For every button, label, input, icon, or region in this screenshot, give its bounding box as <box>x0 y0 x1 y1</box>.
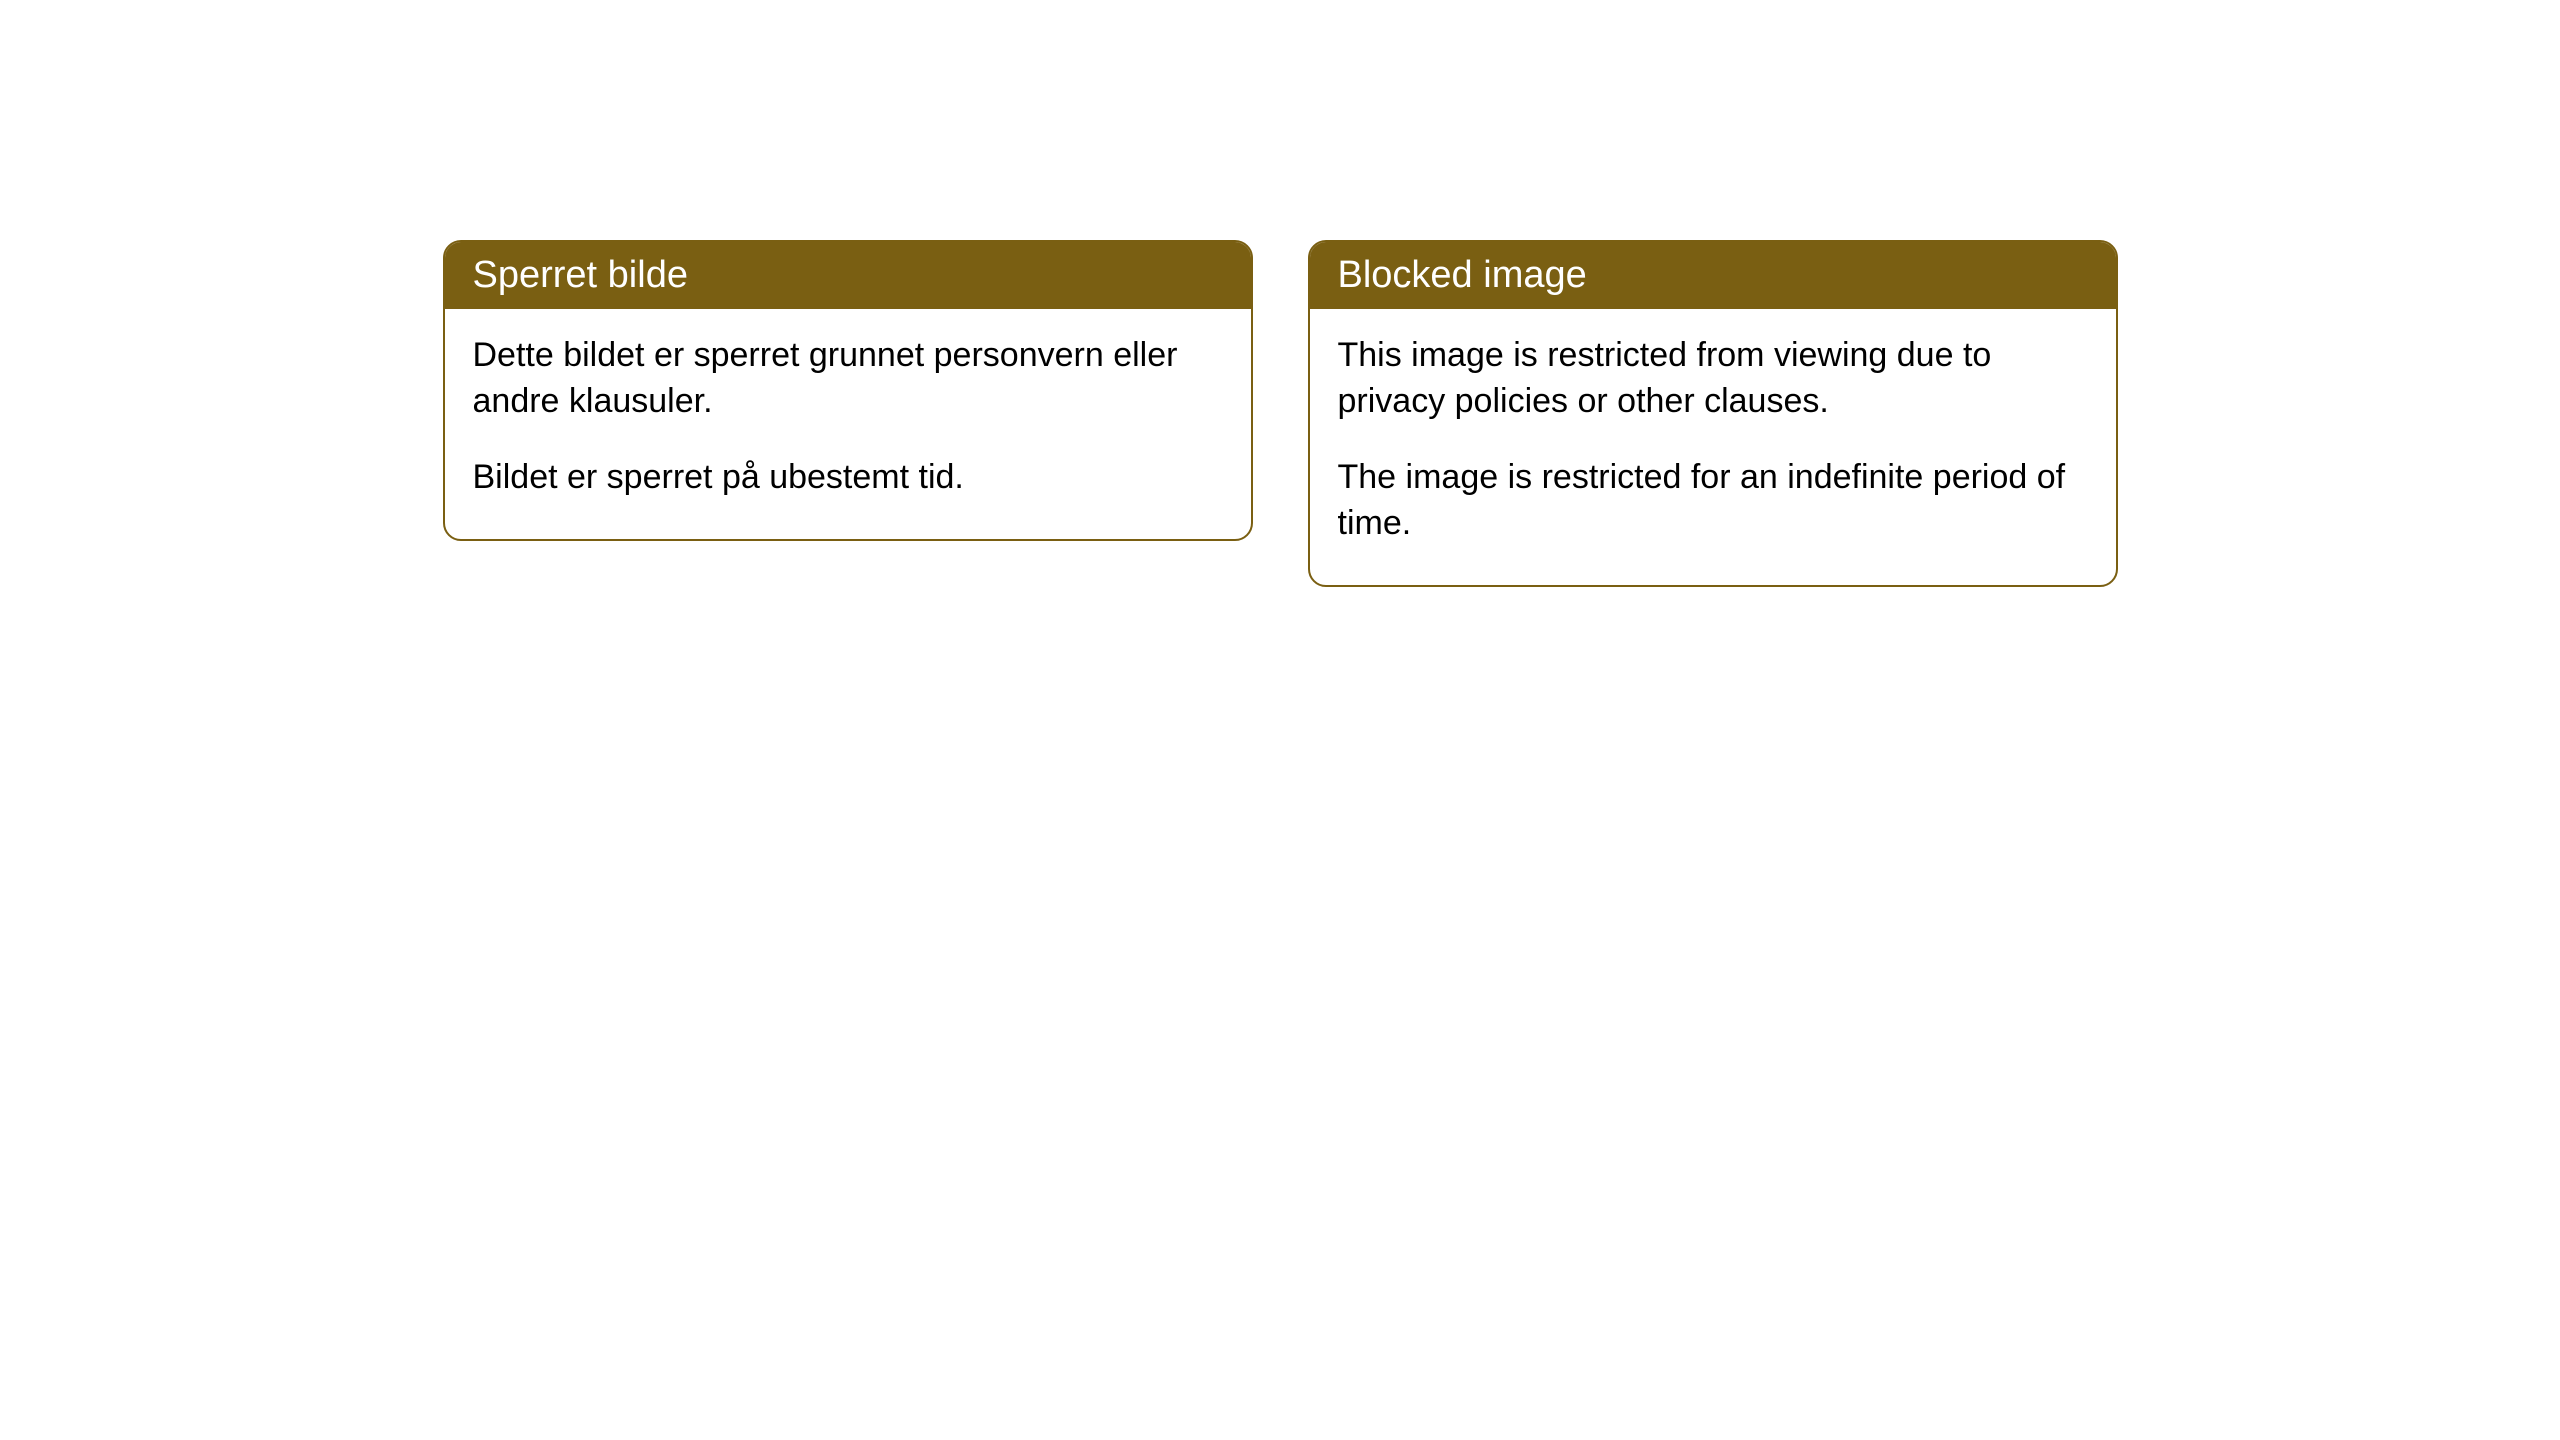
blocked-image-card-norwegian: Sperret bilde Dette bildet er sperret gr… <box>443 240 1253 541</box>
card-paragraph: Bildet er sperret på ubestemt tid. <box>473 455 1223 501</box>
card-title: Blocked image <box>1338 254 1587 296</box>
card-paragraph: Dette bildet er sperret grunnet personve… <box>473 333 1223 425</box>
card-title: Sperret bilde <box>473 254 688 296</box>
card-body: Dette bildet er sperret grunnet personve… <box>445 309 1251 539</box>
card-header: Blocked image <box>1310 242 2116 309</box>
blocked-image-card-english: Blocked image This image is restricted f… <box>1308 240 2118 587</box>
card-body: This image is restricted from viewing du… <box>1310 309 2116 585</box>
card-paragraph: This image is restricted from viewing du… <box>1338 333 2088 425</box>
card-header: Sperret bilde <box>445 242 1251 309</box>
card-paragraph: The image is restricted for an indefinit… <box>1338 455 2088 547</box>
